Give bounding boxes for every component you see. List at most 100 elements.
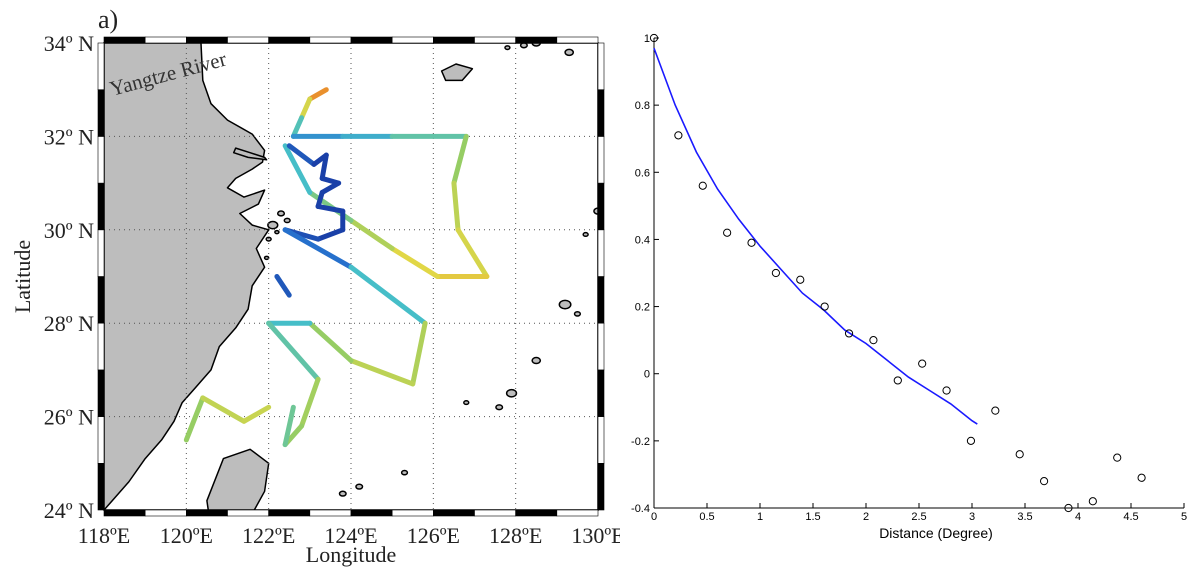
border-segment — [97, 462, 105, 511]
border-segment — [433, 36, 475, 44]
x-tick-label: 1 — [757, 511, 763, 523]
border-segment — [597, 136, 605, 184]
x-tick-label: 122ºE — [242, 523, 295, 548]
border-segment — [474, 36, 516, 44]
ryukyu-islet — [531, 356, 542, 365]
border-segment — [597, 416, 605, 464]
plot-x-axis-label: Distance (Degree) — [879, 525, 993, 541]
border-segment — [515, 509, 558, 517]
x-tick-label: 126ºE — [407, 523, 460, 548]
x-tick-label: 128ºE — [489, 523, 542, 548]
border-segment — [103, 509, 146, 517]
x-tick-label: 2 — [863, 511, 869, 523]
x-tick-label: 0 — [651, 511, 657, 523]
ship-tracks — [183, 87, 490, 448]
data-point — [1088, 497, 1097, 506]
y-tick-label: 30º N — [44, 218, 94, 243]
y-tick-label: 0.6 — [635, 167, 650, 179]
border-segment — [268, 36, 311, 44]
track-segment — [183, 395, 206, 443]
border-segment — [597, 322, 605, 371]
border-segment — [597, 369, 605, 417]
panel-label: a) — [98, 5, 118, 34]
taiwan-island — [206, 448, 270, 510]
border-segment — [97, 136, 105, 184]
border-segment — [144, 36, 187, 44]
track-segment — [307, 87, 329, 102]
y-tick-label: 0.2 — [635, 302, 650, 314]
border-segment — [309, 36, 352, 44]
x-tick-label: 3.5 — [1017, 511, 1032, 523]
border-segment — [597, 89, 605, 137]
track-segment — [319, 152, 329, 181]
map-x-axis-label: Longitude — [306, 542, 396, 567]
data-point — [771, 268, 780, 278]
y-tick-label: 0.8 — [635, 100, 650, 112]
ryukyu-islet — [495, 404, 504, 411]
y-tick-label: -0.4 — [631, 503, 650, 515]
ryukyu-islet — [355, 483, 364, 490]
x-tick-label: 124ºE — [324, 523, 377, 548]
ryukyu-islet — [400, 469, 409, 476]
map-panel: 118ºE 120ºE 122ºE 124ºE 126ºE 128ºE 130ºE 24º N… — [10, 5, 625, 567]
map-y-axis-label: Latitude — [10, 240, 35, 313]
ship-track-map: 118ºE 120ºE 122ºE 124ºE 126ºE 128ºE 130ºE 24º N… — [10, 5, 625, 567]
data-point — [796, 275, 805, 284]
border-segment — [556, 36, 599, 44]
y-tick-label: 0 — [644, 369, 650, 381]
ryukyu-islet — [338, 490, 347, 497]
track-segment — [241, 404, 272, 424]
border-segment — [186, 36, 228, 44]
border-segment — [97, 182, 105, 231]
data-point — [918, 359, 927, 368]
data-point — [723, 228, 732, 237]
border-segment — [597, 229, 605, 277]
data-point — [1137, 473, 1146, 482]
border-segment — [433, 509, 475, 517]
data-point — [991, 406, 1000, 415]
border-segment — [391, 509, 434, 517]
data-point — [844, 329, 854, 338]
data-point — [1015, 450, 1024, 459]
track-segment — [389, 245, 440, 279]
x-tick-label: 4 — [1075, 511, 1081, 523]
data-point — [869, 336, 878, 345]
border-segment — [97, 229, 105, 277]
border-segment — [227, 36, 269, 44]
ryukyu-islet — [582, 231, 589, 238]
data-points — [649, 33, 1146, 513]
border-segment — [391, 36, 434, 44]
track-segment — [282, 227, 354, 270]
track-segment — [286, 143, 317, 167]
x-tick-label: 130ºE — [571, 523, 620, 548]
border-segment — [597, 182, 605, 231]
track-segment — [315, 203, 346, 214]
data-point — [966, 436, 976, 445]
border-segment — [597, 462, 605, 511]
zhoushan-islet — [283, 217, 291, 224]
track-segment — [307, 320, 354, 364]
border-segment — [186, 509, 228, 517]
track-segment — [410, 320, 428, 387]
border-segment — [350, 36, 393, 44]
x-tick-label: 4.5 — [1123, 511, 1138, 523]
border-segment — [97, 322, 105, 371]
border-segment — [97, 369, 105, 417]
y-tick-label: 24º N — [44, 498, 94, 523]
data-point — [1113, 453, 1122, 462]
border-segment — [597, 276, 605, 324]
y-tick-label: 28º N — [44, 311, 94, 336]
x-tick-label: 2.5 — [911, 511, 926, 523]
data-point — [893, 376, 902, 385]
zhoushan-islet — [276, 210, 286, 217]
y-tick-label: 34º N — [44, 31, 94, 56]
y-tick-label: 26º N — [44, 405, 94, 430]
y-tick-label: -0.2 — [631, 436, 650, 448]
border-segment — [309, 509, 352, 517]
track-segment — [274, 274, 292, 298]
correlation-scatter-plot: 0 0.5 1 1.5 2 2.5 3 3.5 4 4.5 5 -0.4 -0.2 0 0.2 0.4 0.6 0… — [631, 33, 1187, 541]
border-segment — [474, 509, 516, 517]
border-segment — [97, 276, 105, 324]
data-point — [820, 302, 829, 311]
map-checker-border — [97, 36, 605, 517]
